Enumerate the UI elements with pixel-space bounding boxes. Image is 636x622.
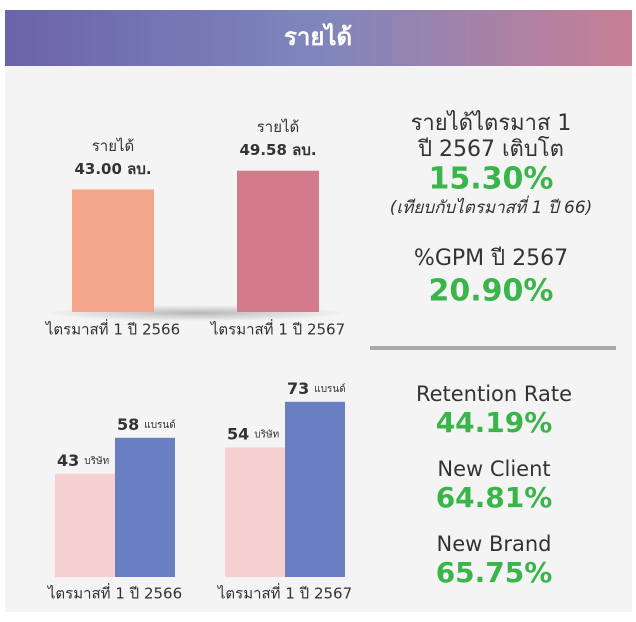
series-name: บริษัท (254, 429, 279, 440)
series-name: แบรนด์ (314, 383, 346, 395)
annotation: รายได้ (92, 137, 135, 155)
stat-label: New Client (437, 457, 550, 481)
value-label: 58 แบรนด์ (117, 414, 176, 433)
x-tick-label: ไตรมาสที่ 1 ปี 2566 (45, 319, 180, 339)
value: 73 (287, 378, 309, 397)
stat-label: รายได้ไตรมาส 1 (411, 110, 572, 136)
bar (55, 473, 115, 577)
stat-value: 20.90% (429, 274, 554, 309)
stat-label: New Brand (436, 532, 551, 556)
stat-value: 15.30% (429, 162, 554, 197)
x-tick-label: ไตรมาสที่ 1 ปี 2566 (47, 583, 182, 603)
stat-label: Retention Rate (416, 382, 572, 406)
annotation: รายได้ (257, 118, 300, 136)
value: 43 (57, 450, 79, 469)
bar (285, 401, 345, 577)
value-label: 54 บริษัท (227, 424, 279, 443)
value-label: 43 บริษัท (57, 450, 109, 469)
value-label: 43.00 ลบ. (74, 160, 151, 178)
header-title: รายได้ (284, 22, 352, 51)
stat-note: (เทียบกับไตรมาสที่ 1 ปี 66) (390, 195, 593, 218)
value-label: 49.58 ลบ. (239, 141, 316, 159)
bar (115, 437, 175, 577)
x-tick-label: ไตรมาสที่ 1 ปี 2567 (217, 583, 352, 603)
series-name: แบรนด์ (144, 419, 176, 431)
stat-label: ปี 2567 เติบโต (417, 136, 564, 162)
bar (237, 170, 319, 312)
header (5, 10, 632, 66)
value-label: 73 แบรนด์ (287, 378, 346, 397)
series-name: บริษัท (84, 456, 109, 467)
value: 54 (227, 424, 249, 443)
x-tick-label: ไตรมาสที่ 1 ปี 2567 (210, 319, 345, 339)
value: 58 (117, 414, 139, 433)
stat-value: 65.75% (436, 556, 553, 589)
stat-value: 64.81% (436, 481, 553, 514)
bar (225, 447, 285, 577)
bar (72, 189, 154, 312)
stat-value: 44.19% (436, 406, 553, 439)
stat-label: %GPM ปี 2567 (414, 246, 568, 271)
